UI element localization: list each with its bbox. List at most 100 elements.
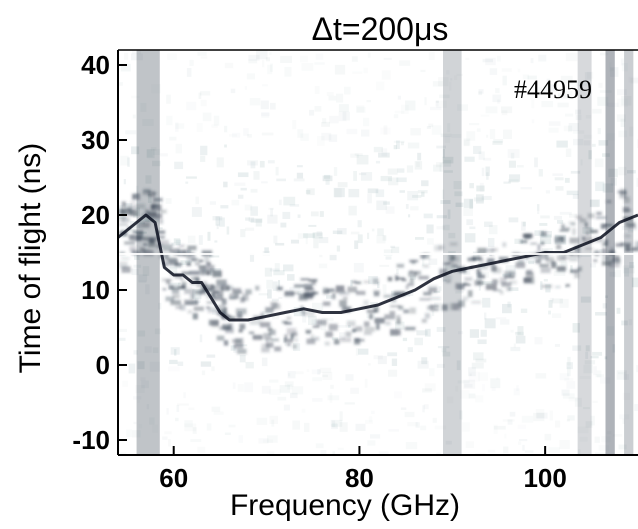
heatmap-cell bbox=[132, 114, 136, 119]
heatmap-cell bbox=[150, 204, 155, 211]
heatmap-cell bbox=[355, 281, 362, 284]
heatmap-cell bbox=[441, 304, 448, 311]
heatmap-cell bbox=[486, 172, 489, 180]
heatmap-cell bbox=[322, 118, 327, 124]
heatmap-cell bbox=[126, 429, 133, 438]
heatmap-cell bbox=[284, 381, 294, 387]
dark-band bbox=[577, 50, 592, 455]
heatmap-cell bbox=[352, 328, 357, 332]
heatmap-cell bbox=[632, 247, 638, 252]
heatmap-cell bbox=[316, 231, 323, 236]
heatmap-cell bbox=[195, 196, 200, 205]
heatmap-cell bbox=[390, 245, 396, 248]
heatmap-cell bbox=[252, 335, 263, 341]
heatmap-cell bbox=[575, 215, 583, 220]
heatmap-cell bbox=[621, 95, 632, 106]
heatmap-cell bbox=[328, 134, 338, 142]
heatmap-cell bbox=[536, 203, 540, 211]
heatmap-cell bbox=[308, 224, 317, 227]
heatmap-cell bbox=[370, 434, 381, 439]
heatmap-cell bbox=[175, 143, 182, 154]
heatmap-cell bbox=[551, 313, 562, 318]
heatmap-cell bbox=[377, 355, 387, 365]
heatmap-cell bbox=[316, 136, 325, 146]
heatmap-cell bbox=[545, 190, 551, 194]
heatmap-cell bbox=[417, 152, 422, 161]
heatmap-cell bbox=[420, 254, 426, 259]
heatmap-cell bbox=[463, 283, 471, 286]
heatmap-cell bbox=[476, 128, 481, 132]
heatmap-cell bbox=[366, 309, 378, 313]
heatmap-cell bbox=[137, 399, 141, 403]
heatmap-cell bbox=[455, 291, 464, 294]
heatmap-cell bbox=[124, 241, 136, 245]
heatmap-cell bbox=[396, 268, 399, 275]
heatmap-cell bbox=[276, 178, 287, 182]
heatmap-cell bbox=[200, 155, 206, 162]
heatmap-cell bbox=[348, 188, 360, 198]
heatmap-cell bbox=[451, 263, 458, 268]
heatmap-cell bbox=[407, 142, 420, 149]
heatmap-cell bbox=[449, 81, 452, 91]
heatmap-cell bbox=[428, 52, 435, 60]
heatmap-cell bbox=[459, 410, 463, 420]
heatmap-cell bbox=[549, 297, 554, 302]
heatmap-cell bbox=[419, 298, 431, 301]
heatmap-cell bbox=[559, 260, 567, 266]
heatmap-cell bbox=[570, 269, 579, 274]
heatmap-cell bbox=[499, 290, 504, 295]
heatmap-cell bbox=[609, 260, 620, 268]
heatmap-cell bbox=[445, 440, 452, 445]
heatmap-cell bbox=[160, 153, 168, 157]
heatmap-cell bbox=[487, 258, 495, 266]
heatmap-cell bbox=[135, 207, 141, 216]
heatmap-cell bbox=[631, 277, 638, 288]
heatmap-cell bbox=[472, 251, 480, 261]
heatmap-cell bbox=[437, 346, 450, 349]
heatmap-cell bbox=[541, 101, 554, 108]
heatmap-cell bbox=[535, 373, 547, 379]
heatmap-cell bbox=[405, 442, 418, 450]
heatmap-cell bbox=[336, 245, 341, 252]
heatmap-cell bbox=[463, 207, 473, 217]
heatmap-cell bbox=[247, 133, 252, 138]
heatmap-cell bbox=[463, 282, 468, 285]
heatmap-cell bbox=[286, 328, 297, 335]
heatmap-cell bbox=[176, 405, 180, 412]
heatmap-cell bbox=[394, 291, 405, 297]
heatmap-cell bbox=[255, 285, 260, 291]
heatmap-cell bbox=[622, 265, 635, 274]
heatmap-cell bbox=[139, 247, 146, 253]
heatmap-cell bbox=[209, 201, 217, 205]
heatmap-cell bbox=[434, 425, 447, 430]
heatmap-cell bbox=[528, 260, 535, 265]
heatmap-cell bbox=[435, 100, 439, 107]
heatmap-cell bbox=[146, 404, 150, 410]
heatmap-cell bbox=[527, 75, 537, 80]
heatmap-cell bbox=[305, 189, 311, 194]
heatmap-cell bbox=[212, 296, 224, 301]
heatmap-cell bbox=[143, 188, 151, 192]
heatmap-cell bbox=[431, 125, 442, 135]
heatmap-cell bbox=[308, 315, 317, 326]
heatmap-cell bbox=[266, 279, 273, 289]
heatmap-cell bbox=[424, 328, 431, 337]
heatmap-cell bbox=[131, 95, 140, 99]
heatmap-cell bbox=[261, 181, 268, 184]
heatmap-cell bbox=[200, 56, 208, 59]
heatmap-cell bbox=[622, 392, 630, 400]
heatmap-cell bbox=[324, 174, 331, 179]
heatmap-cell bbox=[393, 140, 405, 143]
heatmap-cell bbox=[344, 86, 351, 95]
heatmap-cell bbox=[222, 324, 232, 331]
heatmap-cell bbox=[522, 221, 526, 227]
heatmap-cell bbox=[595, 452, 607, 455]
heatmap-cell bbox=[131, 53, 143, 61]
heatmap-cell bbox=[383, 201, 390, 205]
heatmap-cell bbox=[391, 358, 398, 366]
heatmap-cell bbox=[245, 227, 255, 231]
heatmap-cell bbox=[304, 422, 310, 432]
heatmap-cell bbox=[507, 419, 513, 425]
heatmap-cell bbox=[308, 278, 318, 282]
heatmap-cell bbox=[605, 200, 612, 204]
